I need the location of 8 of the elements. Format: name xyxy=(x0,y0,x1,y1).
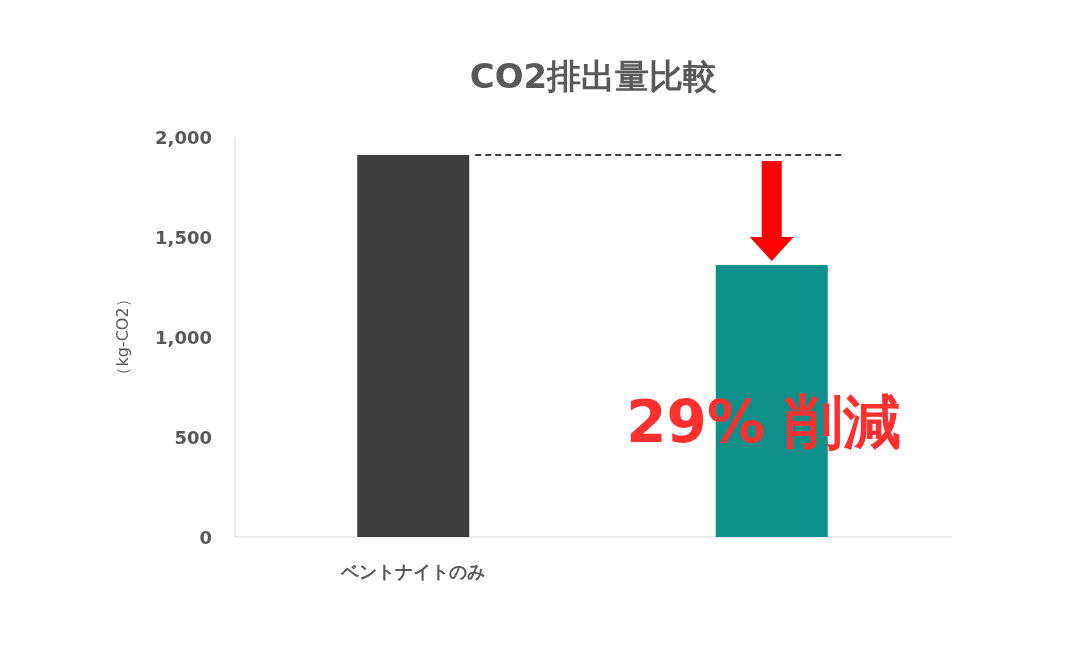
y-axis-title: （kg-CO2） xyxy=(113,291,132,383)
y-tick-label: 500 xyxy=(174,427,212,448)
y-tick-label: 2,000 xyxy=(155,127,212,148)
y-tick-label: 0 xyxy=(199,527,212,548)
x-tick-label: ベントナイトのみ xyxy=(340,561,486,582)
chart-title: CO2排出量比較 xyxy=(469,56,718,96)
y-tick-label: 1,000 xyxy=(155,327,212,348)
y-tick-label: 1,500 xyxy=(155,227,212,248)
